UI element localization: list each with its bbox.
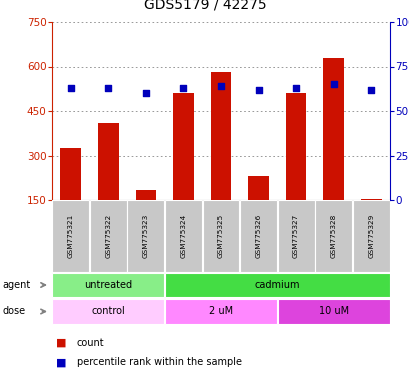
Point (330, 81, 336, 88)
Bar (90, 200, 126, 272)
Bar (165, 298, 276, 324)
Bar (323, 58, 343, 200)
Point (67, 85, 74, 91)
Text: percentile rank within the sample: percentile rank within the sample (76, 357, 241, 367)
Bar (360, 199, 381, 200)
Text: GDS5179 / 42275: GDS5179 / 42275 (143, 0, 266, 12)
Text: 2 uM: 2 uM (209, 306, 232, 316)
Point (217, 83, 224, 89)
Text: ■: ■ (56, 338, 66, 348)
Bar (277, 200, 314, 272)
Bar (315, 200, 351, 272)
Bar (60, 148, 81, 200)
Text: GSM775324: GSM775324 (180, 214, 186, 258)
Bar (52, 298, 164, 324)
Bar (202, 200, 239, 272)
Bar (352, 200, 389, 272)
Text: GSM775326: GSM775326 (255, 214, 261, 258)
Text: GSM775322: GSM775322 (105, 214, 111, 258)
Bar (135, 190, 156, 200)
Text: untreated: untreated (84, 280, 132, 290)
Bar (173, 93, 193, 200)
Point (180, 85, 186, 91)
Bar (277, 298, 389, 324)
Bar (285, 93, 306, 200)
Bar (127, 200, 164, 272)
Text: control: control (91, 306, 125, 316)
Bar (240, 200, 276, 272)
Text: dose: dose (2, 306, 25, 316)
Text: GSM775329: GSM775329 (367, 214, 373, 258)
Text: GSM775321: GSM775321 (67, 214, 74, 258)
Text: cadmium: cadmium (254, 280, 299, 290)
Bar (210, 73, 231, 200)
Bar (98, 123, 118, 200)
Text: count: count (76, 338, 104, 348)
Text: GSM775323: GSM775323 (143, 214, 148, 258)
Text: GSM775327: GSM775327 (292, 214, 299, 258)
Bar (165, 273, 389, 298)
Point (142, 90, 149, 96)
Point (105, 85, 111, 91)
Text: GSM775325: GSM775325 (218, 214, 223, 258)
Text: ■: ■ (56, 357, 66, 367)
Point (255, 86, 261, 93)
Text: GSM775328: GSM775328 (330, 214, 336, 258)
Text: agent: agent (2, 280, 30, 290)
Bar (165, 200, 201, 272)
Bar (52, 273, 164, 298)
Bar (52, 200, 89, 272)
Bar (247, 176, 268, 200)
Text: 10 uM: 10 uM (318, 306, 348, 316)
Point (367, 86, 373, 93)
Point (292, 85, 299, 91)
